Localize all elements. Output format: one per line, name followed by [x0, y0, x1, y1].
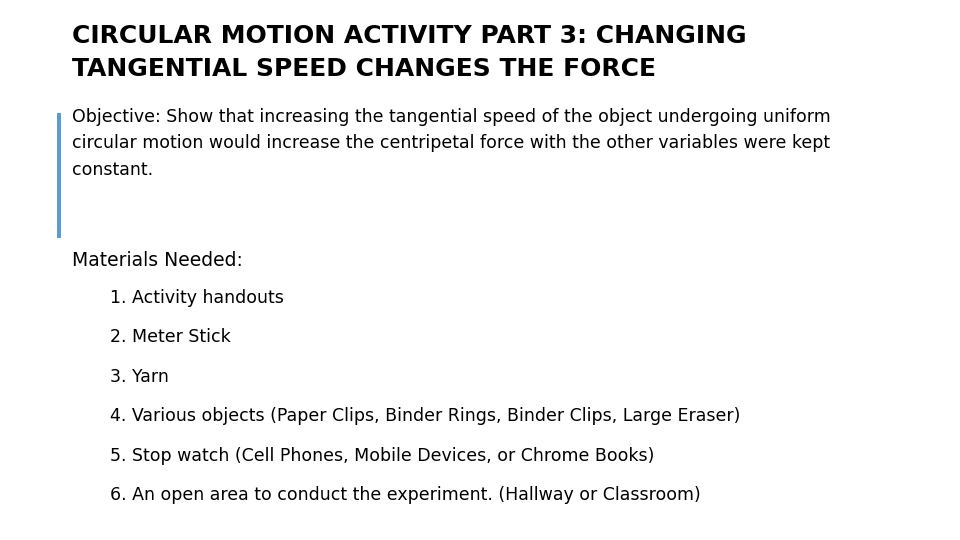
Text: 1. Activity handouts: 1. Activity handouts	[110, 289, 284, 307]
Text: TANGENTIAL SPEED CHANGES THE FORCE: TANGENTIAL SPEED CHANGES THE FORCE	[72, 57, 656, 80]
Text: 4. Various objects (Paper Clips, Binder Rings, Binder Clips, Large Eraser): 4. Various objects (Paper Clips, Binder …	[110, 407, 741, 425]
Text: Materials Needed:: Materials Needed:	[72, 251, 243, 270]
Text: 3. Yarn: 3. Yarn	[110, 368, 169, 386]
Text: 6. An open area to conduct the experiment. (Hallway or Classroom): 6. An open area to conduct the experimen…	[110, 486, 701, 504]
Text: 5. Stop watch (Cell Phones, Mobile Devices, or Chrome Books): 5. Stop watch (Cell Phones, Mobile Devic…	[110, 447, 655, 464]
FancyBboxPatch shape	[57, 113, 61, 238]
Text: 2. Meter Stick: 2. Meter Stick	[110, 328, 231, 346]
Text: CIRCULAR MOTION ACTIVITY PART 3: CHANGING: CIRCULAR MOTION ACTIVITY PART 3: CHANGIN…	[72, 24, 747, 48]
Text: Objective: Show that increasing the tangential speed of the object undergoing un: Objective: Show that increasing the tang…	[72, 108, 830, 179]
